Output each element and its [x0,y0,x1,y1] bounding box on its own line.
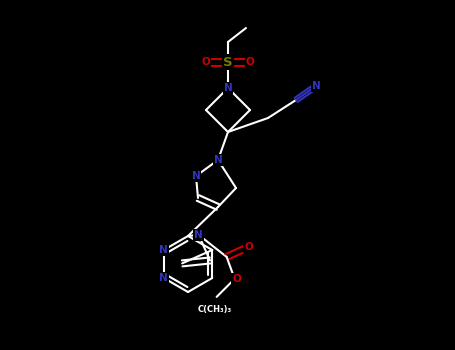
Text: N: N [312,81,320,91]
Text: O: O [202,57,210,67]
Text: S: S [223,56,233,69]
Text: N: N [192,171,200,181]
Text: N: N [223,83,233,93]
Text: N: N [159,245,168,255]
Text: N: N [214,155,222,165]
Text: O: O [246,57,254,67]
Text: C(CH₃)₃: C(CH₃)₃ [197,305,232,314]
Text: N: N [159,273,168,283]
Text: O: O [244,242,253,252]
Text: O: O [232,274,241,284]
Text: N: N [194,230,203,240]
